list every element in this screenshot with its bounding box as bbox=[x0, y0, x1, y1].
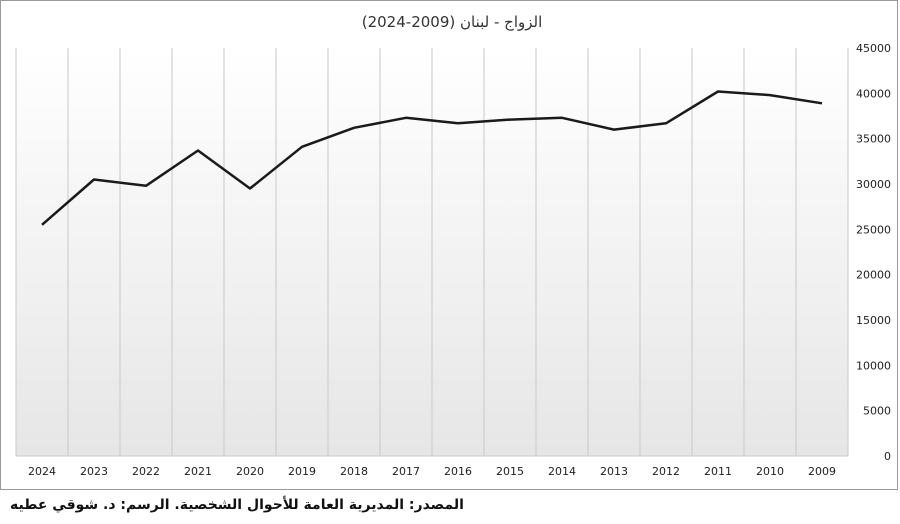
x-tick-label: 2024 bbox=[28, 465, 56, 478]
line-chart: 2024 2023 2022 2021 2020 2019 2018 2017 2016 2015… bbox=[15, 13, 891, 478]
y-tick-label: 15000 bbox=[856, 314, 891, 327]
y-tick-label: 20000 bbox=[856, 269, 891, 282]
source-note: المصدر: المديرية العامة للأحوال الشخصية.… bbox=[10, 497, 464, 513]
x-tick-label: 2015 bbox=[496, 465, 524, 478]
x-tick-label: 2012 bbox=[652, 465, 680, 478]
y-tick-label: 25000 bbox=[856, 223, 891, 236]
y-tick-label: 40000 bbox=[856, 87, 891, 100]
y-tick-label: 30000 bbox=[856, 178, 891, 191]
y-tick-label: 10000 bbox=[856, 359, 891, 372]
x-tick-label: 2010 bbox=[756, 465, 784, 478]
y-tick-label: 35000 bbox=[856, 133, 891, 146]
x-tick-label: 2020 bbox=[236, 465, 264, 478]
chart-title: الزواج - لبنان (2009-2024) bbox=[362, 13, 543, 32]
x-tick-label: 2013 bbox=[600, 465, 628, 478]
x-tick-label: 2022 bbox=[132, 465, 160, 478]
x-tick-label: 2014 bbox=[548, 465, 576, 478]
x-tick-label: 2017 bbox=[392, 465, 420, 478]
grid-lines bbox=[15, 48, 849, 457]
x-tick-label: 2009 bbox=[808, 465, 836, 478]
x-tick-label: 2016 bbox=[444, 465, 472, 478]
y-tick-labels: 0 5000 10000 15000 20000 25000 30000 35000 40000… bbox=[856, 42, 891, 463]
series-line bbox=[41, 90, 823, 226]
x-tick-label: 2021 bbox=[184, 465, 212, 478]
y-tick-label: 0 bbox=[884, 450, 891, 463]
y-tick-label: 45000 bbox=[856, 42, 891, 55]
y-tick-label: 5000 bbox=[863, 405, 891, 418]
series-layer bbox=[41, 90, 823, 226]
x-tick-label: 2011 bbox=[704, 465, 732, 478]
x-tick-label: 2019 bbox=[288, 465, 316, 478]
x-tick-label: 2018 bbox=[340, 465, 368, 478]
x-tick-labels: 2024 2023 2022 2021 2020 2019 2018 2017 2016 2015… bbox=[28, 465, 836, 478]
chart-frame: 2024 2023 2022 2021 2020 2019 2018 2017 2016 2015… bbox=[0, 0, 898, 490]
x-tick-label: 2023 bbox=[80, 465, 108, 478]
